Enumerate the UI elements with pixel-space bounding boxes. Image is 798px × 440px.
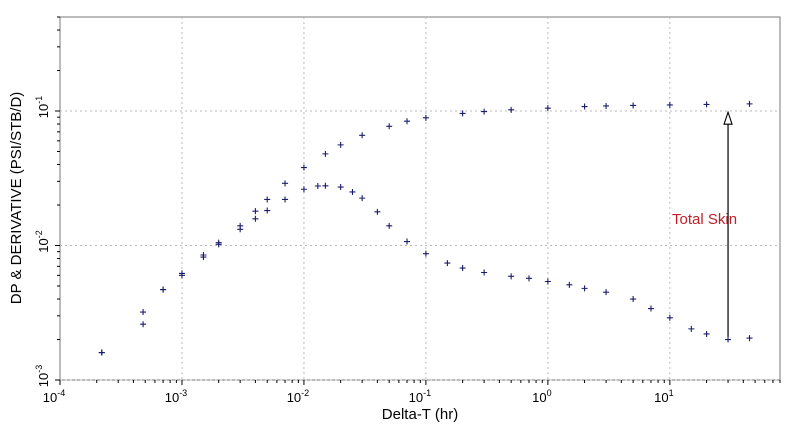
derivative-point <box>508 273 515 280</box>
pressure-change-point <box>703 101 710 108</box>
y-axis-title: DP & DERIVATIVE (PSI/STB/D) <box>8 92 25 305</box>
pressure-change-point <box>337 141 344 148</box>
total-skin-label: Total Skin <box>672 211 737 228</box>
derivative-point <box>160 286 167 293</box>
pressure-change-point <box>404 118 411 125</box>
pressure-change-point <box>264 196 271 203</box>
derivative-point <box>98 349 105 356</box>
pressure-change-point <box>140 309 147 316</box>
x-tick-label: 10-1 <box>409 388 431 405</box>
derivative-point <box>337 184 344 191</box>
pressure-change-point <box>459 110 466 117</box>
derivative-point <box>300 186 307 193</box>
derivative-point <box>178 272 185 279</box>
pressure-change-point <box>422 114 429 121</box>
derivative-point <box>252 215 259 222</box>
derivative-point <box>581 285 588 292</box>
derivative-point <box>647 305 654 312</box>
derivative-point <box>481 269 488 276</box>
derivative-point <box>349 188 356 195</box>
derivative-point <box>422 250 429 257</box>
x-axis-title: Delta-T (hr) <box>382 406 458 423</box>
y-axis-ticks: 10-3 10-2 10-1 <box>34 16 60 387</box>
derivative-series <box>98 182 753 356</box>
x-tick-label: 10-2 <box>287 388 309 405</box>
pressure-change-point <box>666 101 673 108</box>
arrow-head-icon <box>723 110 733 125</box>
annotation: Total Skin <box>672 110 737 337</box>
pressure-change-point <box>544 105 551 112</box>
pressure-change-point <box>252 208 259 215</box>
derivative-point <box>359 195 366 202</box>
derivative-point <box>264 207 271 214</box>
y-tick-label: 10-2 <box>34 230 51 252</box>
pressure-change-point <box>282 180 289 187</box>
pressure-change-point <box>322 150 329 157</box>
derivative-point <box>237 226 244 233</box>
derivative-point <box>544 278 551 285</box>
derivative-point <box>374 208 381 215</box>
derivative-point <box>666 314 673 321</box>
derivative-point <box>200 254 207 261</box>
derivative-point <box>725 336 732 343</box>
derivative-point <box>566 281 573 288</box>
x-axis-ticks: 10-4 10-3 10-2 10-1 100 101 <box>43 380 781 405</box>
derivative-point <box>444 260 451 267</box>
pressure-change-point <box>630 102 637 109</box>
derivative-point <box>322 182 329 189</box>
derivative-point <box>215 241 222 248</box>
derivative-point <box>459 265 466 272</box>
derivative-point <box>404 238 411 245</box>
pressure-change-point <box>386 123 393 130</box>
plot-area <box>59 16 781 381</box>
derivative-point <box>746 335 753 342</box>
pressure-change-point <box>508 106 515 113</box>
derivative-point <box>688 325 695 332</box>
y-tick-label: 10-3 <box>34 365 51 387</box>
data-series <box>98 100 753 356</box>
y-tick-label: 10-1 <box>34 96 51 118</box>
derivative-point <box>140 321 147 328</box>
pressure-change-point <box>746 100 753 107</box>
derivative-point <box>703 330 710 337</box>
x-tick-label: 101 <box>654 388 673 405</box>
derivative-point <box>630 296 637 303</box>
derivative-point <box>603 289 610 296</box>
derivative-point <box>525 275 532 282</box>
pressure-change-point <box>300 164 307 171</box>
pressure-change-point <box>359 132 366 139</box>
pressure-change-point <box>481 108 488 115</box>
x-tick-label: 10-3 <box>165 388 187 405</box>
derivative-point <box>282 196 289 203</box>
derivative-point <box>386 222 393 229</box>
pressure-change-point <box>581 103 588 110</box>
x-tick-label: 10-4 <box>43 388 65 405</box>
derivative-point <box>314 182 321 189</box>
x-tick-label: 100 <box>532 388 551 405</box>
grid <box>60 17 780 381</box>
pressure-change-point <box>603 102 610 109</box>
